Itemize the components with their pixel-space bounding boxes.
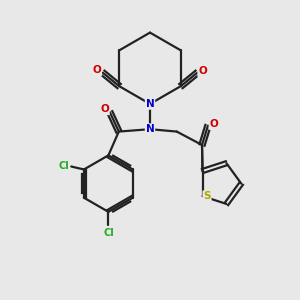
Text: O: O (100, 104, 109, 114)
Text: O: O (198, 66, 207, 76)
Text: O: O (209, 119, 218, 129)
Text: Cl: Cl (58, 161, 69, 172)
Text: N: N (146, 99, 154, 109)
Text: N: N (146, 124, 154, 134)
Text: O: O (92, 65, 101, 75)
Text: Cl: Cl (103, 228, 114, 238)
Text: S: S (203, 191, 211, 201)
